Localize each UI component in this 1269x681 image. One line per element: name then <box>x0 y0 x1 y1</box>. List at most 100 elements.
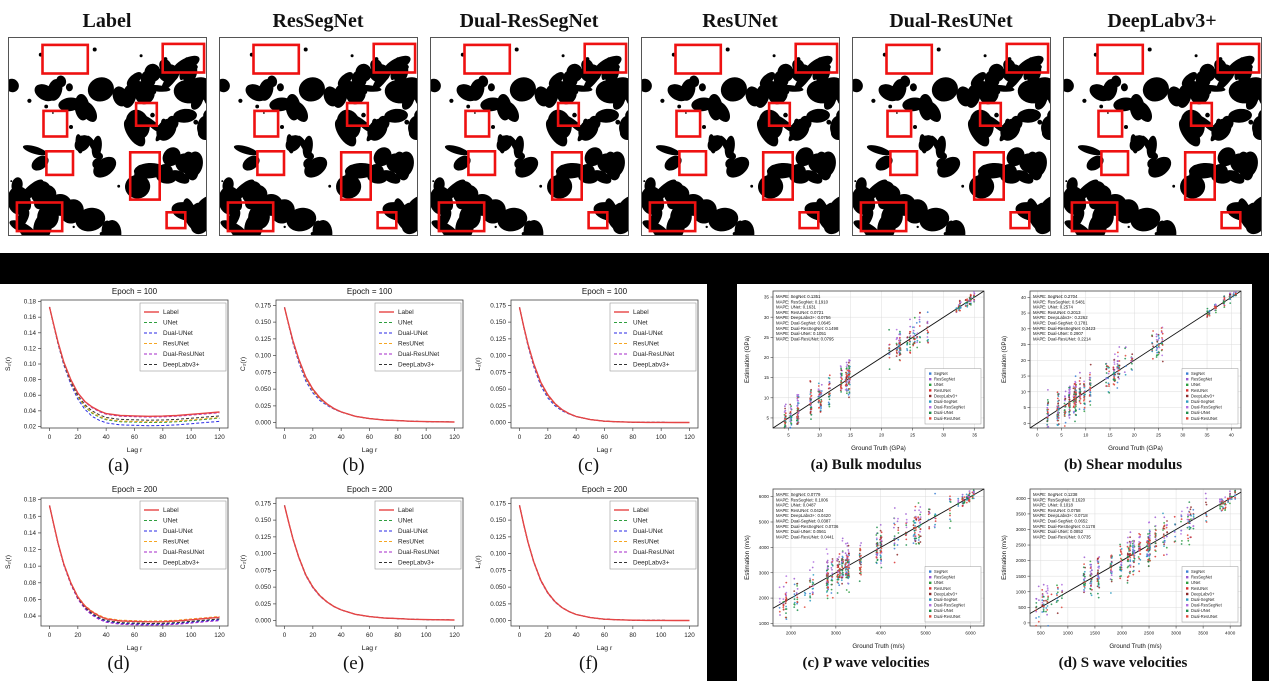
highlight-box <box>371 42 416 74</box>
svg-text:0.150: 0.150 <box>490 319 506 326</box>
svg-text:80: 80 <box>394 632 402 639</box>
highlight-box <box>128 151 161 201</box>
svg-text:40: 40 <box>573 434 581 441</box>
svg-text:Dual-UNet: Dual-UNet <box>934 410 954 415</box>
svg-text:120: 120 <box>449 632 460 639</box>
svg-text:20: 20 <box>309 434 317 441</box>
seg-image <box>640 37 840 236</box>
scatter-caption: (a) Bulk modulus <box>810 457 922 473</box>
x-axis-label: Lag r <box>127 447 143 454</box>
seg-panel-title: Dual-ResUNet <box>889 9 1013 32</box>
svg-text:35: 35 <box>1021 311 1027 316</box>
y-axis-label: L₂(r) <box>475 555 482 568</box>
svg-text:ResSegNet: ResSegNet <box>1191 575 1213 580</box>
svg-text:ResUNet: ResUNet <box>1191 388 1208 393</box>
svg-text:35: 35 <box>764 295 770 300</box>
svg-text:SegNet: SegNet <box>1191 371 1206 376</box>
line-chart-cell: Epoch = 200 0 20 40 60 80 100 120 0.04 0.06 0.08 0.… <box>1 482 236 680</box>
highlight-box <box>345 101 369 128</box>
svg-text:Dual-ResUNet: Dual-ResUNet <box>934 614 961 619</box>
svg-text:4000: 4000 <box>876 631 887 636</box>
svg-text:ResUNet: ResUNet <box>633 539 659 546</box>
svg-text:30: 30 <box>1180 433 1186 438</box>
svg-text:ResUNet: ResUNet <box>934 586 951 591</box>
svg-text:40: 40 <box>103 434 111 441</box>
svg-text:0: 0 <box>1023 421 1026 426</box>
svg-text:0.125: 0.125 <box>490 336 506 343</box>
line-series-group <box>283 505 455 621</box>
highlight-box <box>160 42 205 74</box>
svg-text:DeepLabv3+: DeepLabv3+ <box>934 591 958 596</box>
svg-text:UNet: UNet <box>934 382 944 387</box>
svg-text:40: 40 <box>1229 433 1235 438</box>
svg-text:60: 60 <box>131 632 139 639</box>
svg-text:0.150: 0.150 <box>255 517 271 524</box>
highlight-box <box>1008 211 1031 230</box>
highlight-box <box>859 201 907 233</box>
svg-text:0: 0 <box>283 632 287 639</box>
scatter-points <box>783 291 976 429</box>
svg-text:MAPE: Dual-SegNet: 0.0645: MAPE: Dual-SegNet: 0.0645 <box>776 321 831 326</box>
seg-panel-title: DeepLabv3+ <box>1107 9 1217 32</box>
svg-text:0.175: 0.175 <box>255 500 271 507</box>
svg-text:120: 120 <box>214 434 225 441</box>
svg-text:Dual-ResUNet: Dual-ResUNet <box>163 351 204 358</box>
y-axis-label: L₂(r) <box>475 357 482 370</box>
line-chart-cell: Epoch = 100 0 20 40 60 80 100 120 0.000 0.025 0.05… <box>471 284 706 482</box>
seg-image <box>429 37 629 236</box>
svg-text:500: 500 <box>1018 605 1026 610</box>
svg-text:20: 20 <box>74 632 82 639</box>
svg-text:6000: 6000 <box>965 631 976 636</box>
svg-text:ResUNet: ResUNet <box>1191 586 1208 591</box>
scatter-cell: 5 10 15 20 25 30 35 5 10 15 20 25 30 35 Ground Truth (… <box>738 284 995 482</box>
scatter-caption: (d) S wave velocities <box>1058 655 1188 671</box>
svg-text:100: 100 <box>186 434 197 441</box>
svg-text:3500: 3500 <box>1016 512 1027 517</box>
highlight-box <box>797 211 820 230</box>
legend: SegNetResSegNetUNetResUNetDeepLabv3+Dual… <box>1181 566 1239 623</box>
svg-text:Dual-UNet: Dual-UNet <box>934 608 954 613</box>
svg-text:Dual-ResSegNet: Dual-ResSegNet <box>1191 603 1223 608</box>
svg-text:60: 60 <box>366 434 374 441</box>
svg-text:Dual-UNet: Dual-UNet <box>398 528 428 535</box>
line-chart-cell: Epoch = 200 0 20 40 60 80 100 120 0.000 0.025 0.05… <box>236 482 471 680</box>
svg-text:Dual-UNet: Dual-UNet <box>633 528 663 535</box>
svg-text:0.06: 0.06 <box>24 392 37 399</box>
seg-image <box>218 37 418 236</box>
svg-text:MAPE: DeepLabv3+: 0.0756: MAPE: DeepLabv3+: 0.0756 <box>776 315 831 320</box>
svg-text:SegNet: SegNet <box>1191 569 1206 574</box>
svg-text:MAPE: SegNet: 0.1351: MAPE: SegNet: 0.1351 <box>776 294 821 299</box>
svg-text:0.10: 0.10 <box>24 361 37 368</box>
svg-text:35: 35 <box>1204 433 1210 438</box>
svg-text:Dual-ResUNet: Dual-ResUNet <box>1191 614 1218 619</box>
svg-text:1500: 1500 <box>1090 631 1101 636</box>
svg-text:120: 120 <box>684 632 695 639</box>
svg-text:0.000: 0.000 <box>490 420 506 427</box>
highlight-box <box>586 211 609 230</box>
svg-text:0.125: 0.125 <box>255 534 271 541</box>
y-axis-label: Estimation (m/s) <box>1001 535 1008 580</box>
scatter-points <box>778 489 975 620</box>
svg-text:0.100: 0.100 <box>255 551 271 558</box>
x-axis-label: Ground Truth (GPa) <box>1108 445 1163 452</box>
svg-text:0: 0 <box>1036 433 1039 438</box>
svg-text:15: 15 <box>1107 433 1113 438</box>
svg-text:MAPE: ResSegNet: 0.1910: MAPE: ResSegNet: 0.1910 <box>776 299 829 304</box>
legend: Label UNet Dual-UNet ResUNet Dual-ResUNet Dee… <box>609 500 697 570</box>
svg-text:20: 20 <box>74 434 82 441</box>
svg-text:40: 40 <box>103 632 111 639</box>
svg-text:DeepLabv3+: DeepLabv3+ <box>163 362 200 369</box>
svg-text:15: 15 <box>1021 374 1027 379</box>
svg-text:20: 20 <box>544 632 552 639</box>
svg-text:MAPE: UNet: 0.1631: MAPE: UNet: 0.1631 <box>776 305 816 310</box>
highlight-box <box>462 43 511 75</box>
svg-text:40: 40 <box>573 632 581 639</box>
svg-text:20: 20 <box>879 433 885 438</box>
svg-text:0.000: 0.000 <box>255 618 271 625</box>
highlight-box <box>463 109 490 138</box>
svg-text:MAPE: Dual-ResUNet: 0.0735: MAPE: Dual-ResUNet: 0.0735 <box>1033 534 1091 539</box>
legend: SegNetResSegNetUNetResUNetDeepLabv3+Dual… <box>924 566 982 623</box>
chart-caption: (e) <box>342 653 365 674</box>
svg-text:60: 60 <box>601 632 609 639</box>
